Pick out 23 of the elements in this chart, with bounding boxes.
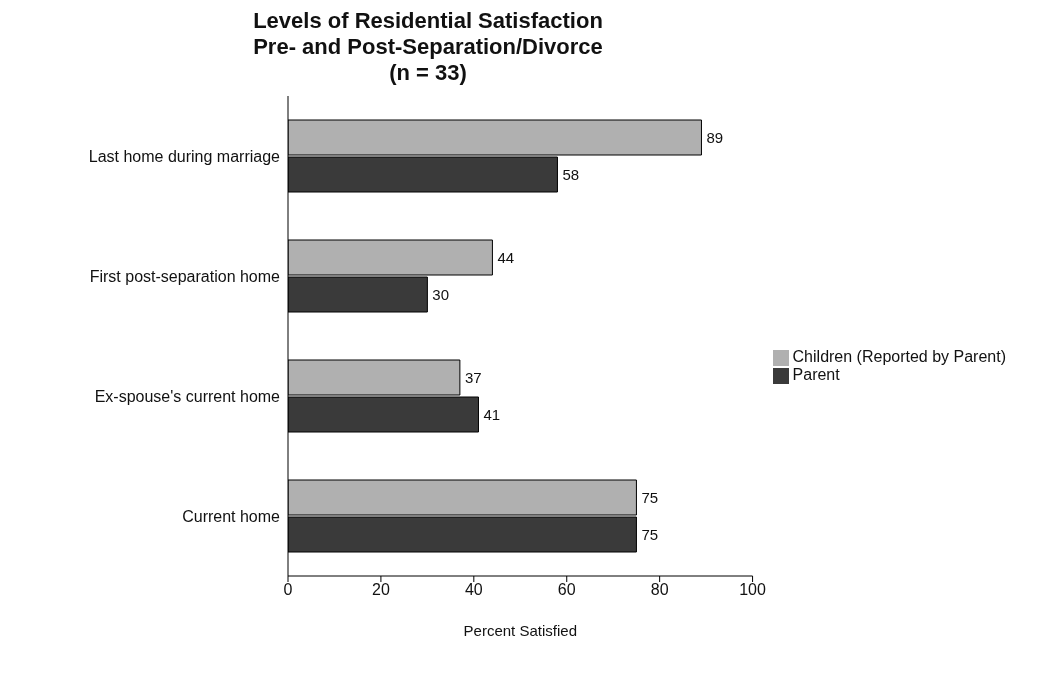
- data-label: 44: [497, 248, 515, 266]
- x-tick-label: 60: [557, 581, 576, 599]
- x-tick-label: 20: [372, 581, 390, 599]
- y-tick-label: Current home: [182, 507, 281, 525]
- y-tick-label: Ex-spouse's current home: [94, 387, 281, 405]
- data-label: 37: [464, 368, 482, 386]
- chart-title: Levels of Residential Satisfaction Pre- and Post-Separation/Divorce: [252, 8, 604, 60]
- legend-label: Children (Reported by Parent): [792, 348, 1006, 365]
- x-tick-label: 100: [739, 581, 767, 599]
- x-tick-label: 80: [650, 581, 669, 599]
- y-tick-label: First post-separation home: [89, 267, 281, 285]
- x-axis-title: Percent Satisfied: [463, 622, 577, 639]
- data-label: 89: [706, 128, 724, 146]
- x-tick-label: 0: [283, 581, 293, 599]
- x-tick-label: 40: [464, 581, 483, 599]
- data-label: 75: [641, 525, 659, 543]
- data-label: 58: [562, 165, 580, 183]
- y-tick-label: Last home during marriage: [88, 147, 281, 165]
- chart-subtitle: (n = 33): [388, 60, 468, 86]
- data-label: 75: [641, 488, 659, 506]
- data-label: 30: [432, 285, 450, 303]
- data-label: 41: [483, 405, 501, 423]
- legend-label: Parent: [792, 366, 840, 383]
